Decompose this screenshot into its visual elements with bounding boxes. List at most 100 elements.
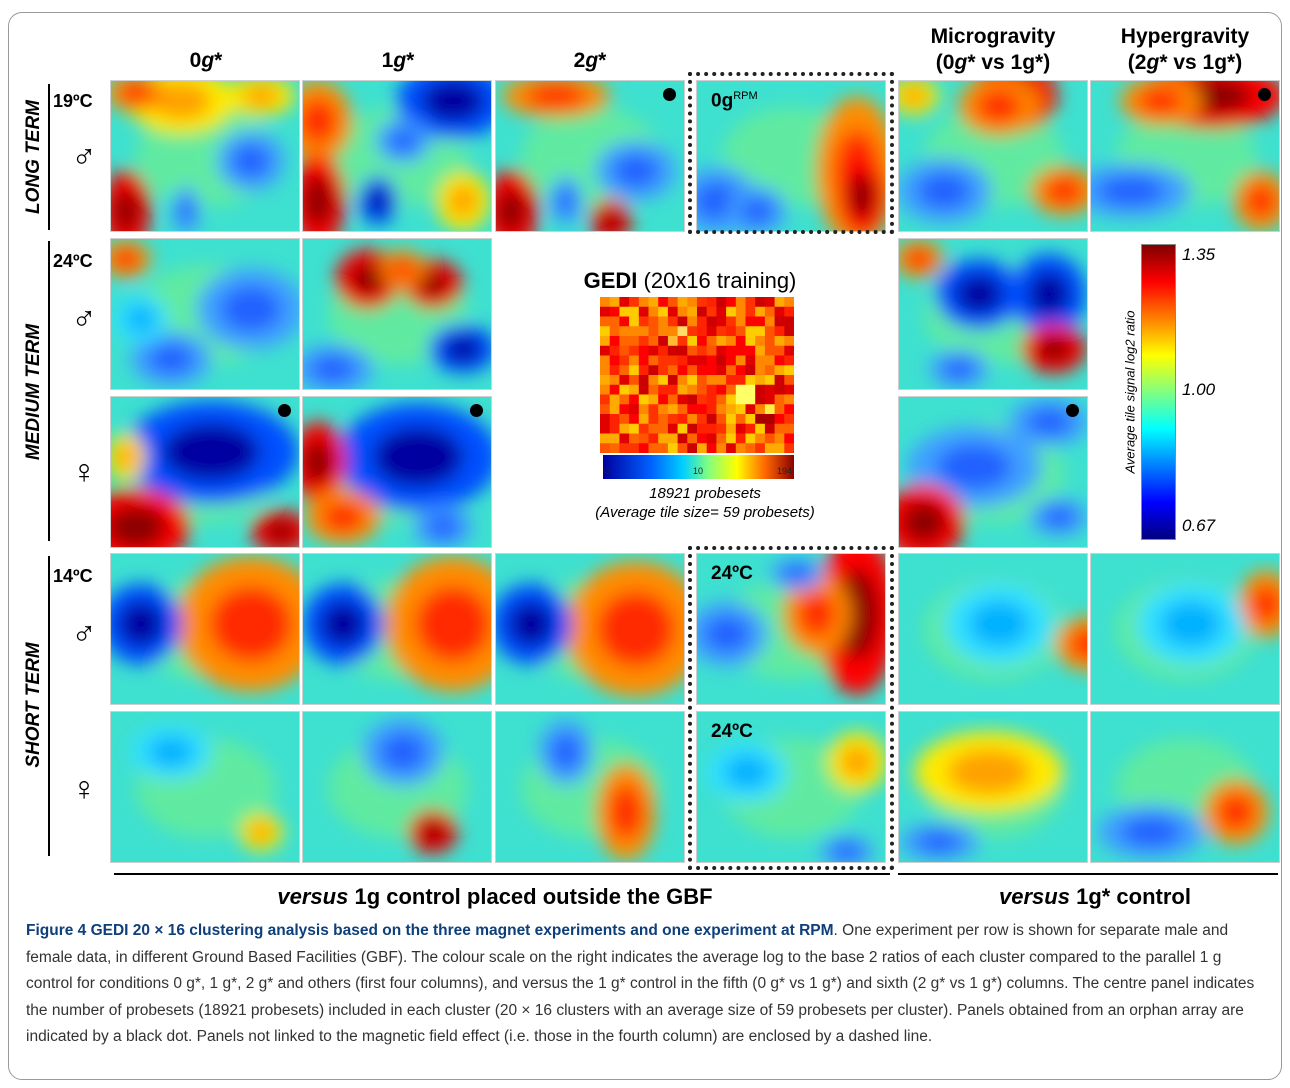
caption-title: Figure 4 GEDI 20 × 16 clustering analysi… (26, 922, 834, 939)
column-header-1g: 1g* (381, 49, 415, 72)
heatmap-graphic (697, 81, 885, 231)
heatmap-graphic (1091, 712, 1279, 862)
heatmap-panel (898, 553, 1088, 705)
color-scale-axis-label: Average tile signal log2 ratio (1122, 310, 1138, 474)
gedi-scale-tick: 0 (604, 466, 610, 476)
heatmap-graphic (496, 712, 684, 862)
temp-label: 24ºC (711, 563, 753, 584)
gedi-training-map (600, 297, 794, 453)
heatmap-panel (1090, 711, 1280, 863)
row-group-long-term: LONG TERM (23, 100, 44, 214)
row-temp-short: 14ºC (53, 566, 93, 586)
heatmap-graphic (111, 397, 299, 547)
heatmap-panel (110, 711, 300, 863)
heatmap-panel (898, 396, 1088, 548)
heatmap-graphic (303, 554, 491, 704)
heatmap-panel (302, 238, 492, 390)
rpm-label: 0gRPM (711, 90, 758, 112)
heatmap-graphic (899, 239, 1087, 389)
orphan-array-dot (470, 404, 483, 417)
female-symbol: ♀ (71, 453, 97, 491)
gedi-mosaic (600, 297, 794, 453)
heatmap-panel: 24ºC (696, 711, 886, 863)
heatmap-panel (898, 711, 1088, 863)
bottom-rule-right (898, 873, 1278, 875)
heatmap-graphic (899, 554, 1087, 704)
heatmap-panel (110, 396, 300, 548)
heatmap-graphic (697, 554, 885, 704)
heatmap-graphic (899, 397, 1087, 547)
gedi-scale-tick: 194 (777, 466, 793, 476)
heatmap-graphic (496, 554, 684, 704)
orphan-array-dot (663, 88, 676, 101)
bottom-label-left: versus 1g control placed outside the GBF (277, 884, 713, 909)
heatmap-graphic (899, 712, 1087, 862)
heatmap-panel (110, 238, 300, 390)
male-symbol: ♂ (71, 615, 97, 653)
heatmap-panel (495, 553, 685, 705)
orphan-array-dot (1066, 404, 1079, 417)
color-scale-max: 1.35 (1182, 245, 1216, 264)
row-group-short-term: SHORT TERM (23, 642, 44, 768)
heatmap-graphic (1091, 554, 1279, 704)
row-temp-medium: 24ºC (53, 251, 93, 271)
orphan-array-dot (1258, 88, 1271, 101)
heatmap-panel (110, 80, 300, 232)
heatmap-graphic (111, 712, 299, 862)
dashed-enclosure (688, 546, 894, 870)
heatmap-graphic (303, 397, 491, 547)
heatmap-graphic (899, 81, 1087, 231)
figure-frame (8, 12, 1282, 1080)
heatmap-panel (898, 80, 1088, 232)
heatmap-panel (110, 553, 300, 705)
gedi-title: GEDI (20x16 training) (583, 268, 797, 293)
heatmap-graphic (303, 239, 491, 389)
heatmap-panel (302, 553, 492, 705)
color-scale-bar (1141, 244, 1176, 540)
heatmap-panel: 0gRPM (696, 80, 886, 232)
heatmap-panel (495, 80, 685, 232)
row-temp-long: 19ºC (53, 91, 93, 111)
heatmap-graphic (303, 81, 491, 231)
column-header-microgravity: Microgravity (0g* vs 1g*) (930, 25, 1056, 74)
caption-text: . One experiment per row is shown for se… (26, 922, 1255, 1045)
gedi-caption: 18921 probesets (Average tile size= 59 p… (595, 485, 815, 521)
temp-label: 24ºC (711, 721, 753, 742)
gedi-scale-tick: 10 (693, 466, 704, 476)
heatmap-graphic (496, 81, 684, 231)
color-scale-mid: 1.00 (1182, 380, 1216, 399)
gedi-gradient (603, 455, 794, 479)
male-symbol: ♂ (71, 300, 97, 338)
heatmap-panel (1090, 80, 1280, 232)
heatmap-panel (495, 711, 685, 863)
male-symbol: ♂ (71, 138, 97, 176)
heatmap-graphic (111, 554, 299, 704)
row-bracket-short (48, 556, 50, 856)
female-symbol: ♀ (71, 770, 97, 808)
figure-caption: Figure 4 GEDI 20 × 16 clustering analysi… (26, 918, 1266, 1051)
heatmap-graphic (1091, 81, 1279, 231)
heatmap-panel (898, 238, 1088, 390)
color-scale-min: 0.67 (1182, 516, 1216, 535)
row-bracket-long (48, 84, 50, 230)
heatmap-panel (302, 711, 492, 863)
heatmap-panel (1090, 553, 1280, 705)
gedi-scale-bar (603, 455, 794, 479)
heatmap-panel (302, 80, 492, 232)
orphan-array-dot (278, 404, 291, 417)
bottom-label-right: versus 1g* control (999, 884, 1191, 909)
column-header-2g: 2g* (573, 49, 607, 72)
column-header-hypergravity: Hypergravity (2g* vs 1g*) (1120, 25, 1250, 74)
row-group-medium-term: MEDIUM TERM (23, 323, 44, 461)
heatmap-panel (302, 396, 492, 548)
heatmap-graphic (111, 239, 299, 389)
heatmap-panel: 24ºC (696, 553, 886, 705)
column-header-0g: 0g* (189, 49, 223, 72)
dashed-enclosure (688, 72, 894, 234)
heatmap-graphic (697, 712, 885, 862)
heatmap-graphic (111, 81, 299, 231)
row-bracket-medium (48, 241, 50, 541)
heatmap-graphic (303, 712, 491, 862)
bottom-rule-left (114, 873, 890, 875)
